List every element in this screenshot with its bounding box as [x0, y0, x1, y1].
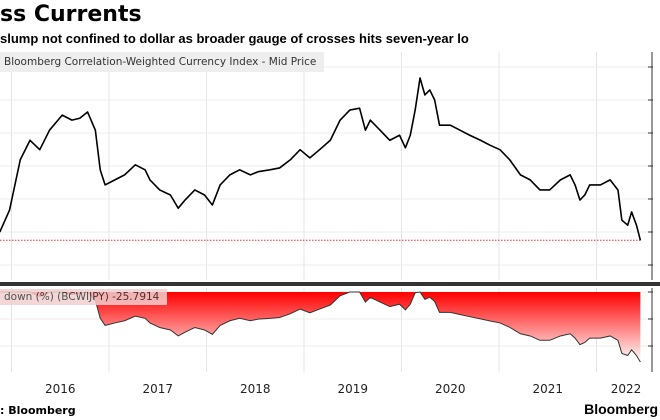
bloomberg-logo: Bloomberg	[584, 401, 658, 417]
x-tick-label: 2021	[532, 382, 564, 396]
x-tick-label: 2018	[239, 382, 271, 396]
index-price-line	[0, 77, 642, 241]
x-tick-label: 2020	[434, 382, 466, 396]
drawdown-panel	[0, 291, 641, 363]
chart-title: ss Currents	[0, 2, 142, 27]
drawdown-line	[0, 291, 641, 363]
x-tick-label: 2016	[44, 382, 76, 396]
source-note: : Bloomberg	[0, 404, 76, 417]
x-tick-label: 2022	[610, 382, 642, 396]
x-tick-label: 2019	[337, 382, 369, 396]
main-legend: Bloomberg Correlation-Weighted Currency …	[0, 52, 325, 72]
drawdown-legend: down (%) (BCWIJPY) -25.7914	[0, 289, 168, 305]
x-tick-label: 2017	[142, 382, 174, 396]
drawdown-area	[0, 292, 641, 362]
main-panel	[0, 77, 642, 241]
chart-subtitle: slump not confined to dollar as broader …	[0, 31, 469, 46]
panel-separator	[0, 282, 660, 286]
